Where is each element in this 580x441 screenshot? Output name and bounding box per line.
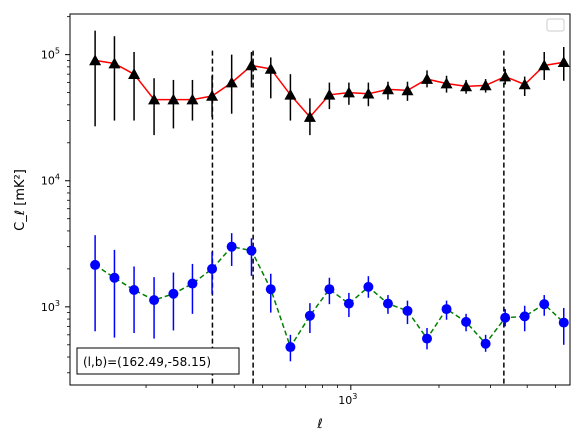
axes-frame: [69, 13, 571, 386]
triangle-marker: [264, 62, 277, 74]
triangle-marker: [421, 73, 434, 84]
triangle-marker: [148, 93, 161, 105]
triangle-marker: [245, 59, 258, 71]
circle-marker: [382, 298, 393, 309]
circle-marker: [402, 305, 413, 316]
annotation-box: [76, 347, 240, 375]
circle-marker: [539, 299, 550, 310]
triangle-marker: [323, 88, 336, 100]
triangle-marker: [128, 68, 141, 79]
circle-marker: [441, 304, 452, 315]
triangle-marker: [362, 87, 375, 99]
triangle-marker: [342, 86, 355, 98]
circle-marker: [519, 311, 530, 322]
circle-marker: [129, 285, 140, 296]
circle-marker: [246, 245, 257, 256]
circle-marker: [90, 259, 101, 270]
triangle-marker: [401, 84, 414, 96]
circle-marker: [480, 338, 491, 349]
triangle-marker: [206, 89, 219, 101]
circle-marker: [324, 284, 335, 295]
circle-marker: [265, 284, 276, 295]
triangle-marker: [460, 80, 473, 92]
circle-marker: [187, 278, 198, 289]
axes-background: [70, 14, 570, 385]
triangle-marker: [108, 57, 121, 69]
triangle-marker: [518, 78, 531, 90]
circle-marker: [461, 316, 472, 327]
triangle-marker: [167, 93, 180, 105]
x-axis-label: ℓ: [316, 417, 322, 432]
circle-marker: [558, 317, 569, 328]
triangle-marker: [303, 111, 316, 122]
triangle-marker: [499, 70, 512, 82]
triangle-marker: [440, 77, 453, 89]
circle-marker: [285, 342, 296, 353]
triangle-marker: [225, 76, 238, 88]
circle-marker: [343, 298, 354, 309]
annotation: (l,b)=(162.49,-58.15): [76, 347, 240, 375]
circle-marker: [207, 263, 218, 274]
circle-marker: [500, 312, 511, 323]
y-axis-label: C_ℓ [mK²]: [13, 169, 28, 231]
legend-box: [546, 18, 565, 32]
triangle-marker: [557, 56, 570, 68]
triangle-marker: [479, 79, 492, 91]
triangle-marker: [284, 88, 297, 100]
triangle-marker: [186, 93, 199, 105]
circle-marker: [168, 288, 179, 299]
triangle-marker: [89, 54, 102, 66]
triangle-marker: [538, 59, 551, 71]
circle-marker: [304, 310, 315, 321]
series-2: [90, 233, 569, 362]
circle-marker: [109, 272, 120, 283]
series-1: [89, 30, 570, 136]
circle-marker: [422, 333, 433, 344]
data-series: [89, 30, 570, 362]
circle-marker: [149, 295, 160, 306]
circle-marker: [363, 281, 374, 292]
triangle-marker: [381, 83, 394, 95]
annotation-text: (l,b)=(162.49,-58.15): [83, 355, 211, 369]
circle-marker: [226, 241, 237, 252]
